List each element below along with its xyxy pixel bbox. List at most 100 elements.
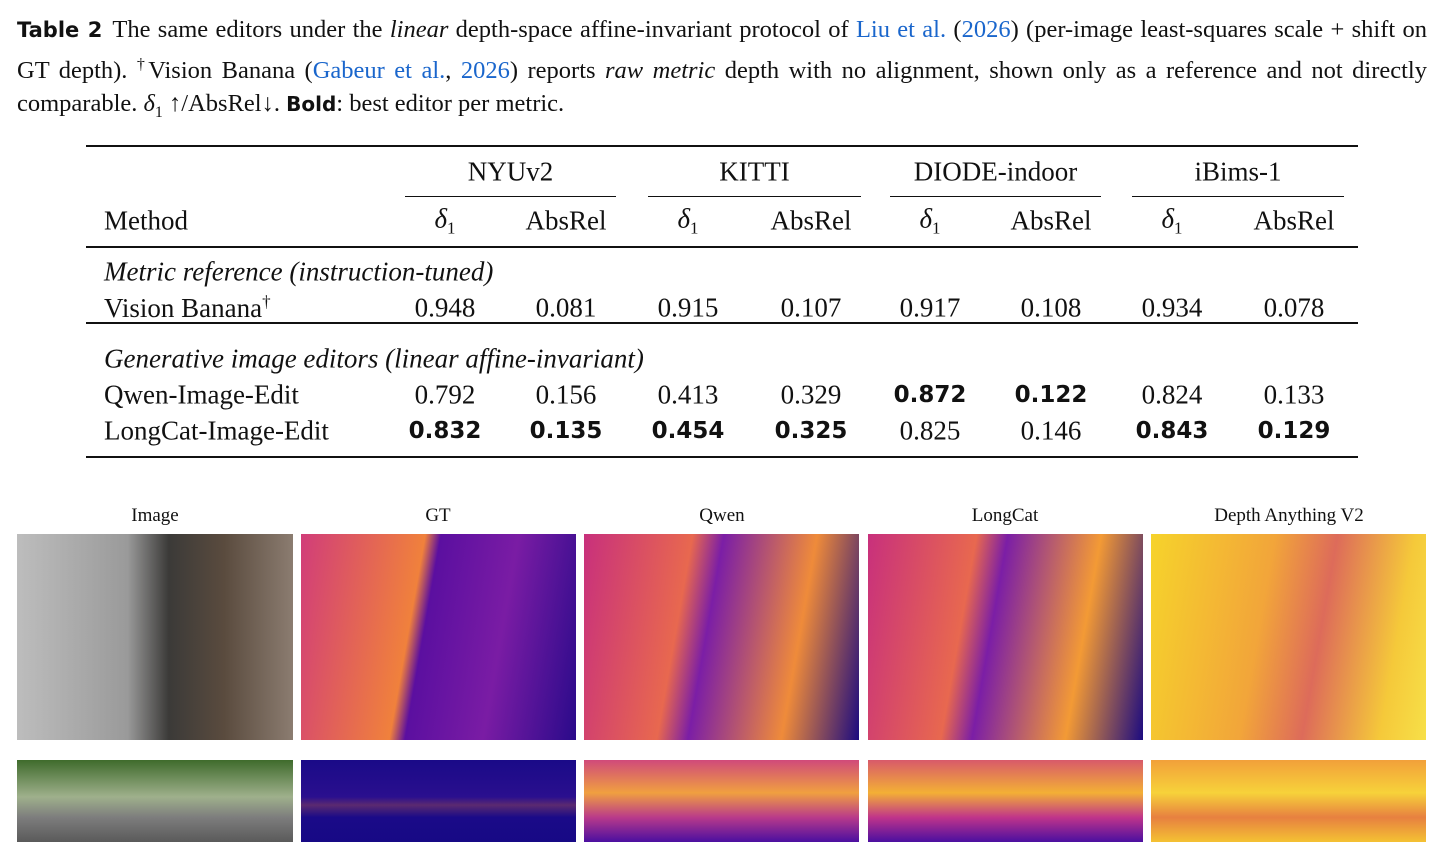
figure-column-label: Depth Anything V2: [1214, 505, 1364, 526]
table-cell: 0.325: [774, 418, 848, 444]
column-header: Method: [104, 205, 188, 236]
photo: [17, 760, 293, 842]
table-cell: 0.135: [529, 418, 603, 444]
caption-text: Liu et al.: [855, 16, 947, 43]
table-cell: 0.843: [1135, 418, 1209, 444]
caption-text: 1: [154, 104, 163, 122]
depth-map: [1151, 760, 1426, 842]
caption-text: ) reports: [509, 56, 606, 84]
section-title: Metric reference (instruction-tuned): [104, 256, 494, 287]
method-name: Vision Banana: [104, 293, 263, 323]
table-cell: 0.156: [535, 379, 597, 409]
section-title: Generative image editors (linear affine-…: [104, 343, 644, 373]
table-cell: 0.129: [1257, 418, 1331, 444]
caption-text: ) (per-image least-squares scale + shift…: [17, 16, 1427, 84]
column-header: δ1: [434, 203, 455, 238]
table-cell: 0.915: [657, 292, 719, 323]
table-cell: 0.078: [1263, 292, 1325, 323]
table-cell: 0.934: [1141, 292, 1203, 323]
caption-text: ,: [445, 56, 461, 84]
caption-text: depth with no alignment, shown only as a…: [17, 56, 1427, 118]
caption-text: Bold: [286, 92, 337, 117]
table-cell: 0.146: [1020, 415, 1082, 446]
column-subscript: 1: [932, 218, 941, 238]
table-cell: 0.122: [1014, 381, 1088, 408]
rule: [86, 145, 1358, 147]
column-symbol: δ: [919, 203, 933, 234]
caption-text: depth-space affine-invariant protocol of: [448, 16, 856, 43]
group-header: DIODE-indoor: [913, 156, 1078, 187]
table-cell: 0.872: [893, 381, 967, 408]
figure-column-label: LongCat: [971, 505, 1039, 526]
rule: [890, 196, 1101, 197]
depth-map: [584, 534, 859, 740]
figure-column-label: Image: [131, 505, 179, 526]
column-symbol: δ: [1161, 203, 1175, 234]
column-subscript: 1: [1174, 218, 1183, 238]
caption-text: δ: [143, 90, 155, 118]
table-cell: 0.413: [657, 379, 719, 409]
group-header: NYUv2: [467, 156, 554, 187]
figure-column-label: GT: [425, 505, 451, 526]
rule: [405, 196, 616, 197]
rule: [86, 246, 1358, 248]
column-symbol: AbsRel: [1010, 205, 1092, 236]
rule: [86, 456, 1358, 458]
table-cell: 0.329: [780, 379, 842, 409]
caption-text: 2026: [961, 16, 1011, 43]
column-subscript: 1: [690, 218, 699, 238]
row-label: Qwen-Image-Edit: [104, 379, 299, 410]
caption-text: ↑/AbsRel↓.: [162, 90, 287, 118]
column-header: AbsRel: [771, 206, 852, 237]
table-cell: 0.107: [780, 292, 842, 323]
table-cell: 0.792: [414, 379, 476, 409]
table-cell: 0.108: [1020, 292, 1082, 323]
group-header: KITTI: [719, 156, 790, 187]
depth-map: [868, 534, 1143, 740]
rule: [648, 196, 861, 197]
column-symbol: δ: [434, 203, 448, 234]
caption-text: Gabeur et al.: [312, 56, 446, 84]
column-header: δ1: [677, 203, 698, 238]
figure-column-label: Qwen: [699, 505, 745, 526]
column-subscript: 1: [447, 218, 456, 238]
depth-map: [868, 760, 1143, 842]
rule: [86, 321, 1358, 324]
caption-text: †: [136, 55, 149, 73]
column-header: δ1: [919, 203, 940, 238]
caption: Table 2 The same editors under the linear…: [17, 13, 1427, 130]
method-name: LongCat-Image-Edit: [104, 415, 329, 446]
row-label: Vision Banana†: [104, 292, 271, 324]
caption-text: : best editor per metric.: [336, 90, 565, 118]
column-symbol: δ: [677, 203, 691, 234]
photo: [17, 534, 293, 740]
caption-text: raw metric: [605, 56, 716, 84]
group-header: iBims-1: [1194, 156, 1282, 187]
column-header: AbsRel: [1011, 206, 1092, 237]
table-cell: 0.454: [651, 418, 725, 444]
caption-text: (: [946, 16, 962, 43]
caption-text: The same editors under the: [112, 16, 390, 43]
table-cell: 0.825: [899, 415, 961, 446]
table-cell: 0.133: [1263, 379, 1325, 409]
table-cell: 0.832: [408, 418, 482, 444]
table-cell: 0.081: [535, 292, 597, 323]
table-cell: 0.824: [1141, 379, 1203, 409]
depth-map: [301, 534, 576, 740]
column-header: AbsRel: [1254, 206, 1335, 237]
rule: [1132, 196, 1344, 197]
caption-text: 2026: [460, 56, 510, 84]
method-name: Qwen-Image-Edit: [104, 379, 299, 409]
caption-text: linear: [389, 16, 449, 43]
depth-map: [584, 760, 859, 842]
footnote-mark: †: [262, 292, 271, 311]
table-cell: 0.917: [899, 292, 961, 323]
column-symbol: AbsRel: [525, 205, 607, 236]
column-header: δ1: [1161, 203, 1182, 238]
column-symbol: AbsRel: [1253, 205, 1335, 236]
table-cell: 0.948: [414, 292, 476, 323]
depth-map: [301, 760, 576, 842]
column-header: AbsRel: [526, 206, 607, 237]
depth-map: [1151, 534, 1426, 740]
